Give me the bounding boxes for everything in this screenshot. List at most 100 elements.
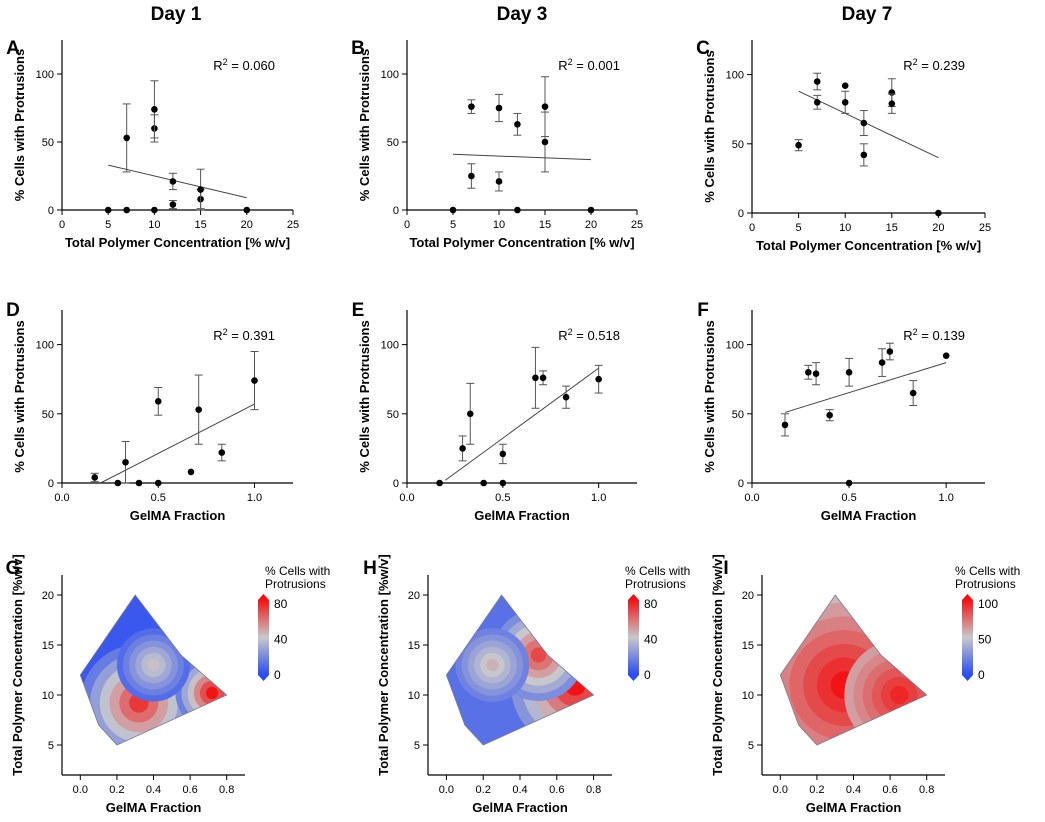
data-point	[187, 468, 195, 476]
panel-c: C 0 5 10 15 20 25 0 50 100 Total Polymer Concentra…	[696, 38, 991, 253]
colorbar-bottom-arrow	[258, 675, 269, 681]
x-axis-label: GelMA Fraction	[821, 508, 917, 523]
x-tick-label: 0.2	[476, 784, 491, 796]
y-tick-label: 20	[742, 590, 754, 602]
data-point	[841, 82, 849, 89]
column-title-day3: Day 3	[497, 4, 548, 25]
x-tick-label: 0.5	[151, 492, 166, 504]
data-point	[114, 479, 122, 487]
x-tick-label: 0	[749, 222, 755, 234]
data-point	[541, 103, 549, 110]
data-point	[909, 389, 917, 397]
x-tick-label: 0.6	[882, 784, 897, 796]
y-tick-label: 100	[36, 340, 54, 352]
data-point	[480, 479, 487, 487]
panel-b: B 0 5 10 15 20 25 0 50 100 Total Polymer Concentra…	[351, 38, 643, 250]
x-tick-label: 20	[241, 219, 253, 231]
fit-line	[798, 90, 939, 159]
x-tick-label: 0.0	[73, 784, 88, 796]
panel-d: D 0.0 0.5 1.0 0 50 100 GelMA Fraction % Cells wi…	[6, 300, 293, 523]
r-squared-label: R2 = 0.001	[558, 57, 620, 73]
fit-line	[452, 153, 592, 161]
x-tick-label: 15	[886, 222, 898, 234]
colorbar-tick-label: 40	[274, 633, 288, 647]
data-point	[532, 374, 539, 382]
data-point	[826, 411, 833, 419]
data-point	[860, 119, 868, 127]
data-point	[845, 368, 853, 376]
x-tick-label: 15	[194, 219, 206, 231]
data-point	[813, 78, 821, 85]
x-tick-label: 0	[59, 219, 65, 231]
colorbar-title: % Cells with	[265, 564, 330, 578]
data-point	[123, 206, 130, 214]
panel-label: H	[363, 558, 377, 579]
data-point	[154, 398, 162, 405]
y-tick-label: 10	[42, 690, 54, 702]
y-tick-label: 0	[738, 478, 744, 490]
colorbar-bottom-arrow	[962, 675, 973, 681]
data-point	[197, 186, 204, 193]
y-axis-label: Total Polymer Concentration [%w/v]	[710, 554, 725, 776]
x-axis-label: GelMA Fraction	[472, 800, 568, 815]
colorbar-tick-label: 40	[644, 633, 658, 647]
data-point	[860, 151, 868, 159]
y-tick-label: 0	[738, 208, 744, 220]
hull-outline	[779, 594, 928, 746]
data-point	[154, 479, 162, 487]
x-tick-label: 15	[539, 219, 551, 231]
contour-field	[780, 595, 927, 745]
y-tick-label: 0	[393, 205, 399, 217]
x-tick-label: 1.0	[939, 492, 954, 504]
y-axis-label: % Cells with Protrusions	[12, 320, 27, 472]
panel-label: D	[6, 300, 20, 321]
data-point	[151, 106, 158, 113]
data-point	[888, 100, 896, 107]
x-tick-label: 0.5	[841, 492, 856, 504]
x-tick-label: 0.4	[146, 784, 161, 796]
data-point	[841, 98, 849, 106]
data-point	[878, 359, 886, 366]
y-tick-label: 10	[408, 690, 420, 702]
x-tick-label: 0	[404, 219, 410, 231]
y-tick-label: 5	[48, 740, 54, 752]
y-tick-label: 50	[387, 409, 399, 421]
y-tick-label: 50	[387, 137, 399, 149]
data-point	[781, 421, 789, 429]
colorbar-top-arrow	[628, 594, 639, 600]
colorbar	[628, 600, 639, 675]
data-point	[195, 406, 202, 413]
colorbar	[962, 600, 973, 675]
y-axis-label: % Cells with Protrusions	[357, 49, 372, 201]
y-tick-label: 100	[381, 69, 399, 81]
y-axis-label: % Cells with Protrusions	[357, 320, 372, 472]
r-squared-label: R2 = 0.060	[213, 57, 275, 73]
data-point	[151, 206, 158, 214]
data-point	[449, 206, 457, 214]
x-tick-label: 0.4	[512, 784, 527, 796]
y-tick-label: 5	[414, 740, 420, 752]
x-tick-label: 0.8	[586, 784, 601, 796]
panel-e: E 0.0 0.5 1.0 0 50 100 GelMA Fraction % Cells wi…	[352, 300, 637, 523]
panel-a: A 0 5 10 15 20 25 0 50 100 Total Polymer Concentra…	[6, 38, 299, 250]
data-point	[845, 479, 853, 487]
column-titles: Day 1 Day 3 Day 7	[151, 4, 893, 25]
data-point	[805, 368, 812, 376]
data-point	[595, 375, 602, 383]
data-point	[813, 98, 821, 106]
data-point	[169, 201, 177, 208]
data-point	[123, 134, 130, 142]
x-tick-label: 10	[493, 219, 505, 231]
y-tick-label: 10	[742, 690, 754, 702]
data-point	[562, 393, 570, 401]
x-tick-label: 5	[105, 219, 111, 231]
data-point	[251, 377, 258, 384]
r-squared-label: R2 = 0.239	[903, 57, 965, 73]
data-point	[135, 479, 143, 487]
colorbar-title: % Cells with	[625, 564, 690, 578]
data-point	[499, 450, 507, 458]
data-point	[514, 121, 521, 128]
data-point	[169, 178, 177, 185]
y-tick-label: 0	[48, 478, 54, 490]
